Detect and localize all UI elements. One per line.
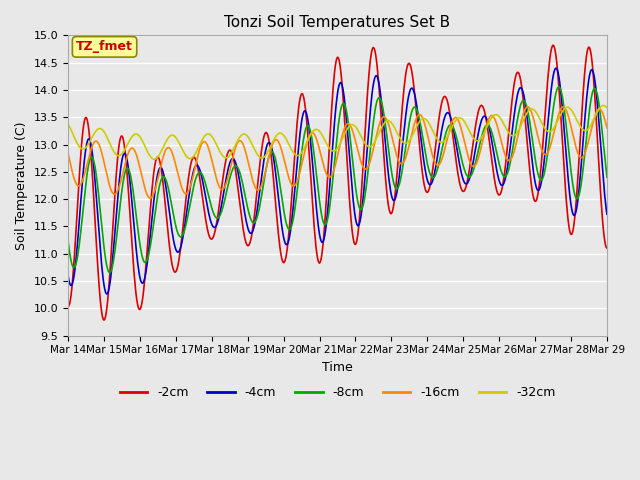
Line: -8cm: -8cm <box>68 87 607 273</box>
-32cm <box>599 103 607 108</box>
-32cm <box>603 105 611 110</box>
-8cm <box>555 84 563 90</box>
-16cm <box>555 110 563 116</box>
-2cm <box>603 245 611 251</box>
-8cm <box>330 167 337 172</box>
Y-axis label: Soil Temperature (C): Soil Temperature (C) <box>15 121 28 250</box>
-8cm <box>106 270 114 276</box>
-4cm <box>552 65 560 71</box>
-2cm <box>100 317 108 323</box>
Text: TZ_fmet: TZ_fmet <box>76 40 133 53</box>
-8cm <box>183 217 191 223</box>
Line: -16cm: -16cm <box>68 107 607 198</box>
-2cm <box>382 183 390 189</box>
-32cm <box>64 121 72 127</box>
-16cm <box>207 151 214 157</box>
Legend: -2cm, -4cm, -8cm, -16cm, -32cm: -2cm, -4cm, -8cm, -16cm, -32cm <box>115 382 561 405</box>
-8cm <box>603 174 611 180</box>
Line: -2cm: -2cm <box>68 45 607 320</box>
-2cm <box>330 78 337 84</box>
-32cm <box>330 148 337 154</box>
-2cm <box>64 304 72 310</box>
Line: -4cm: -4cm <box>68 68 607 294</box>
-4cm <box>207 216 214 222</box>
-4cm <box>435 142 443 148</box>
-2cm <box>555 86 563 92</box>
Title: Tonzi Soil Temperatures Set B: Tonzi Soil Temperatures Set B <box>225 15 451 30</box>
-8cm <box>554 84 562 90</box>
-8cm <box>207 200 214 205</box>
-2cm <box>549 42 557 48</box>
-4cm <box>103 291 111 297</box>
-16cm <box>64 150 72 156</box>
-32cm <box>554 117 562 122</box>
-4cm <box>330 129 337 134</box>
-32cm <box>435 139 443 144</box>
-32cm <box>382 119 390 124</box>
-16cm <box>524 104 531 110</box>
-16cm <box>435 162 443 168</box>
-16cm <box>603 125 611 131</box>
-16cm <box>330 168 337 173</box>
-4cm <box>555 75 563 81</box>
Line: -32cm: -32cm <box>68 106 607 159</box>
-2cm <box>207 235 214 241</box>
-32cm <box>207 132 214 138</box>
-32cm <box>150 156 158 162</box>
-32cm <box>183 154 191 160</box>
-8cm <box>64 238 72 243</box>
-16cm <box>183 190 191 196</box>
-16cm <box>382 116 390 121</box>
-4cm <box>64 273 72 278</box>
-4cm <box>603 211 611 217</box>
X-axis label: Time: Time <box>322 361 353 374</box>
-4cm <box>183 207 191 213</box>
-4cm <box>382 149 390 155</box>
-8cm <box>435 159 443 165</box>
-8cm <box>382 127 390 133</box>
-16cm <box>147 195 154 201</box>
-2cm <box>435 114 443 120</box>
-2cm <box>183 186 191 192</box>
